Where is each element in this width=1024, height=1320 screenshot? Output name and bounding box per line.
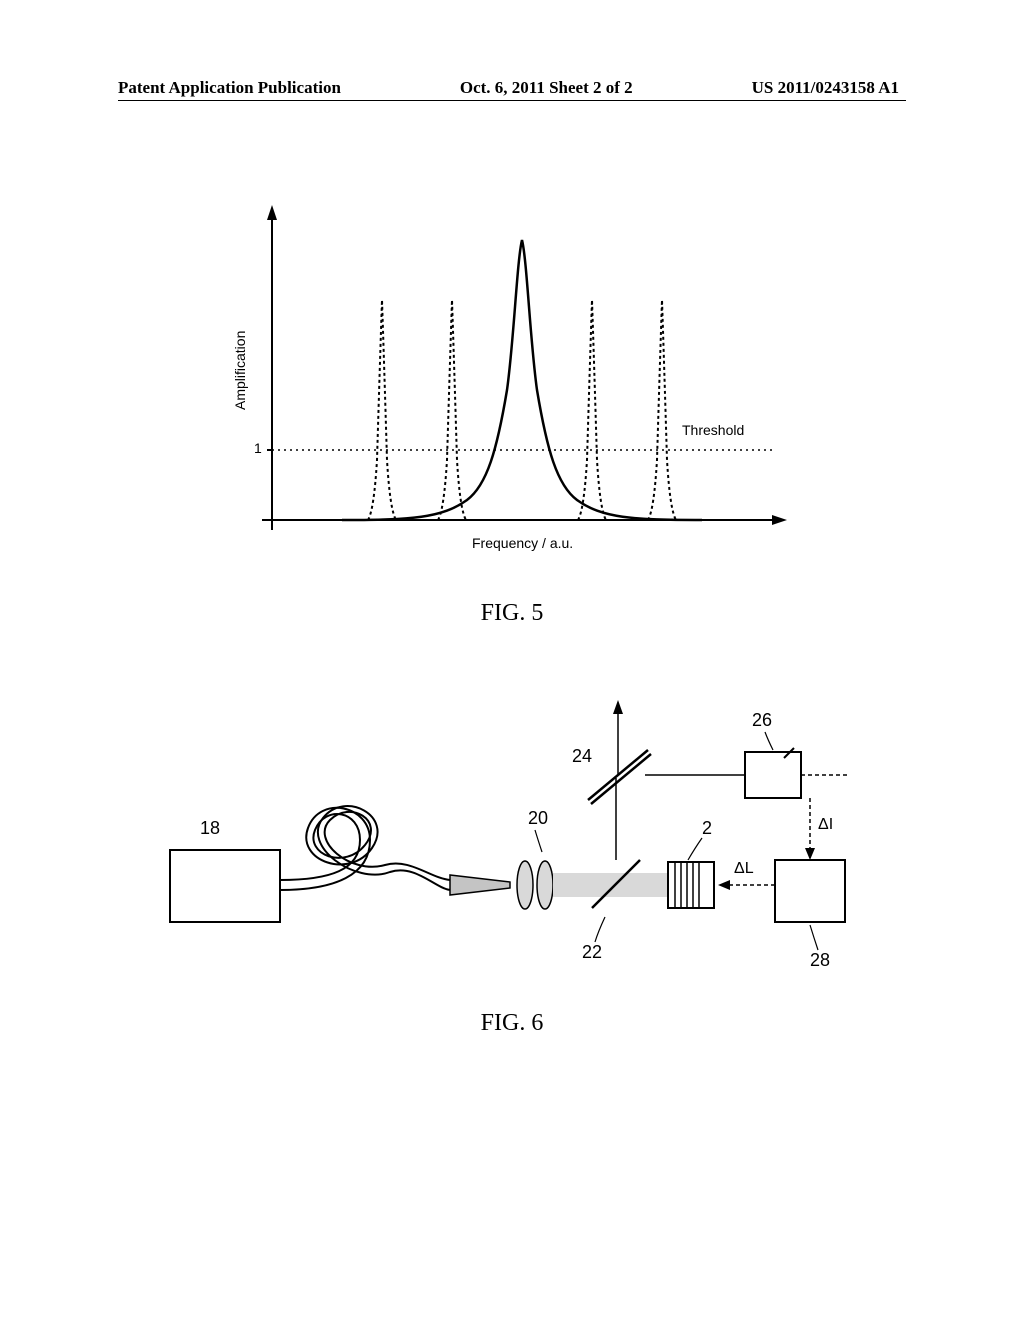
fig6-label-28: 28	[810, 950, 830, 971]
fig6-svg	[150, 700, 874, 980]
header-right: US 2011/0243158 A1	[752, 78, 899, 98]
fig5-ytick-1: 1	[254, 440, 262, 456]
fig5-chart: Amplification Frequency / a.u. 1 Thresho…	[212, 200, 812, 560]
fig6-label-20: 20	[528, 808, 548, 829]
fig6-label-22: 22	[582, 942, 602, 963]
fig6-diagram: 18 20 22 24 26 28 2 ΔL ΔI	[150, 700, 874, 980]
fig5-ylabel: Amplification	[232, 331, 248, 410]
fig6-caption: FIG. 6	[0, 1010, 1024, 1037]
fig5-threshold-label: Threshold	[682, 422, 744, 438]
header-left: Patent Application Publication	[118, 78, 341, 98]
fig5-caption: FIG. 5	[0, 600, 1024, 627]
fig6-label-deltaL: ΔL	[734, 860, 754, 878]
header-center: Oct. 6, 2011 Sheet 2 of 2	[460, 78, 633, 98]
fig5-svg	[212, 200, 812, 560]
header-divider	[118, 100, 906, 101]
fig6-label-2: 2	[702, 818, 712, 839]
fig6-label-18: 18	[200, 818, 220, 839]
fig6-label-deltaI: ΔI	[818, 816, 833, 834]
fig6-label-26: 26	[752, 710, 772, 731]
page-header: Patent Application Publication Oct. 6, 2…	[0, 78, 1024, 98]
fig6-label-24: 24	[572, 746, 592, 767]
fig5-xlabel: Frequency / a.u.	[472, 535, 573, 551]
